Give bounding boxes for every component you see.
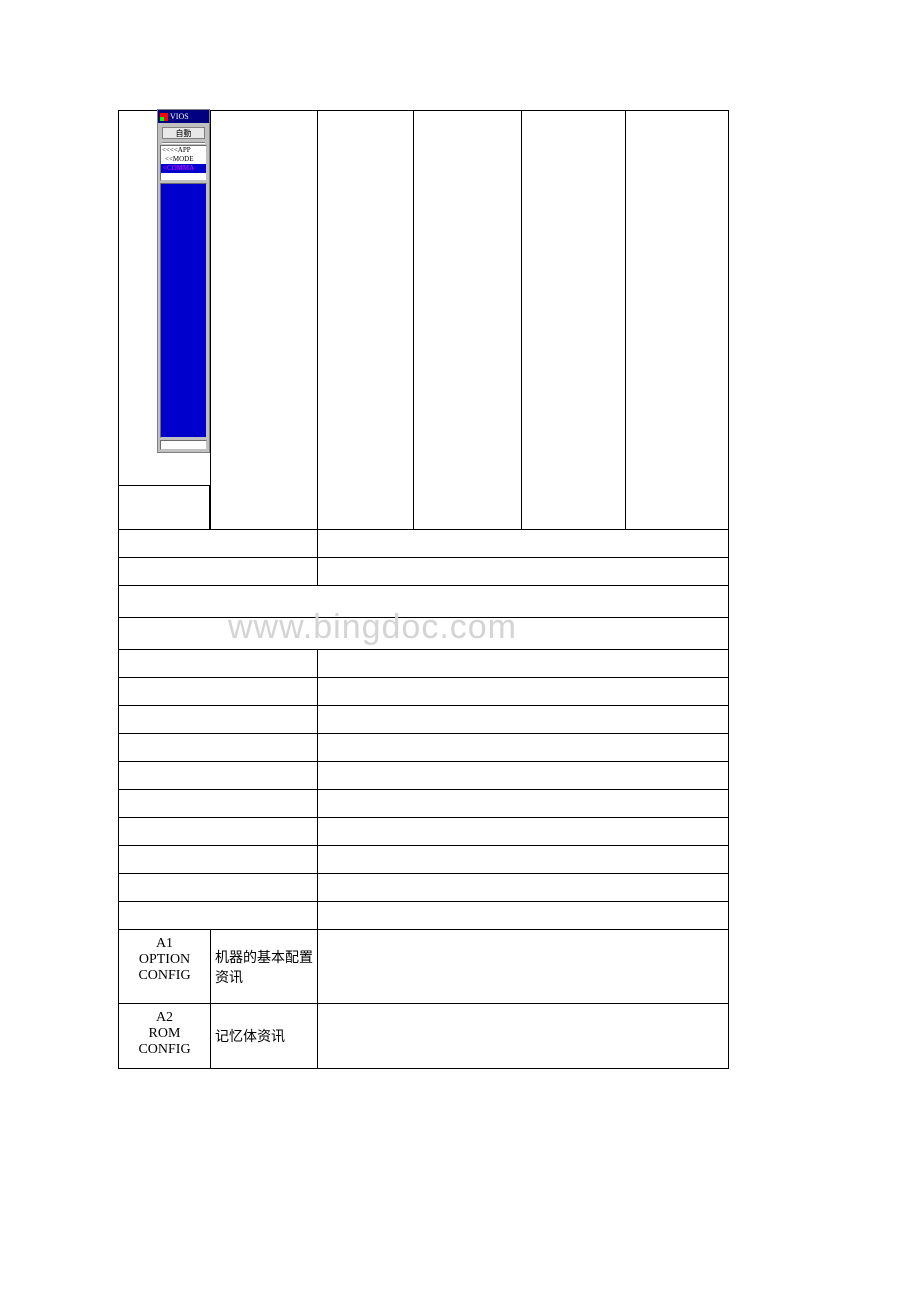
thin-row: [119, 558, 728, 586]
data-desc-cell: 机器的基本配置资讯: [211, 930, 318, 1003]
vios-line-app: <<<<APP: [161, 146, 206, 155]
thin-row-left-cell: [119, 734, 318, 761]
thin-row-right-cell: [318, 678, 728, 705]
thin-row-right-cell: [318, 706, 728, 733]
vios-line-comma: <COMMA: [161, 164, 206, 173]
thin-row-right-cell: [318, 818, 728, 845]
thin-row: [119, 874, 728, 902]
vios-window: VIOS 自動 <<<<APP <<MODE <COMMA: [157, 109, 210, 453]
top-header-row: VIOS 自動 <<<<APP <<MODE <COMMA: [118, 110, 729, 530]
thin-row-right-cell: [318, 790, 728, 817]
code-line: CONFIG: [123, 968, 206, 984]
data-code-cell: A2ROMCONFIG: [119, 1004, 211, 1068]
thin-row-left-cell: [119, 874, 318, 901]
thin-row-right-cell: [318, 650, 728, 677]
thin-row: [119, 618, 728, 650]
thin-row: [119, 762, 728, 790]
thin-row-left-cell: [119, 678, 318, 705]
thin-row: [119, 818, 728, 846]
thin-row-left-cell: [119, 706, 318, 733]
thin-row-left-cell: [119, 762, 318, 789]
thin-row-left-cell: [119, 618, 728, 649]
vios-divider: [162, 142, 205, 144]
thin-row-left-cell: [119, 558, 318, 585]
thin-row: [119, 734, 728, 762]
thin-row-left-cell: [119, 586, 728, 617]
header-cell-5: [626, 111, 728, 529]
thin-row-left-cell: [119, 846, 318, 873]
document-table: VIOS 自動 <<<<APP <<MODE <COMMA A1OPTIONCO…: [118, 110, 729, 1069]
header-cell-0: VIOS 自動 <<<<APP <<MODE <COMMA: [119, 111, 211, 529]
data-row: A1OPTIONCONFIG机器的基本配置资讯: [119, 930, 728, 1003]
thin-row-right-cell: [318, 558, 728, 585]
vios-title-text: VIOS: [170, 110, 189, 123]
code-line: A2: [123, 1010, 206, 1026]
thin-row: [119, 902, 728, 930]
thin-row-left-cell: [119, 790, 318, 817]
data-rows-section: A1OPTIONCONFIG机器的基本配置资讯A2ROMCONFIG记忆体资讯: [118, 930, 729, 1069]
thin-row-right-cell: [318, 530, 728, 557]
thin-row-left-cell: [119, 902, 318, 929]
small-empty-box: [118, 485, 210, 530]
data-row: A2ROMCONFIG记忆体资讯: [119, 1003, 728, 1068]
header-cell-1: [211, 111, 318, 529]
vios-blue-panel: [160, 183, 207, 438]
vios-icon: [160, 113, 168, 121]
data-empty-cell: [318, 1004, 728, 1068]
thin-row: [119, 586, 728, 618]
header-cell-4: [522, 111, 626, 529]
data-desc-cell: 记忆体资讯: [211, 1004, 318, 1068]
thin-row-right-cell: [318, 874, 728, 901]
code-line: A1: [123, 936, 206, 952]
data-empty-cell: [318, 930, 728, 1003]
code-line: OPTION: [123, 952, 206, 968]
thin-row: [119, 706, 728, 734]
data-code-cell: A1OPTIONCONFIG: [119, 930, 211, 1003]
thin-row-left-cell: [119, 818, 318, 845]
thin-rows-section: [118, 530, 729, 930]
header-cell-2: [318, 111, 414, 529]
thin-row: [119, 650, 728, 678]
thin-row: [119, 530, 728, 558]
code-line: CONFIG: [123, 1042, 206, 1058]
thin-row-right-cell: [318, 902, 728, 929]
thin-row-right-cell: [318, 734, 728, 761]
vios-status-bar: [160, 440, 207, 450]
thin-row-left-cell: [119, 530, 318, 557]
desc-text: 记忆体资讯: [215, 1026, 285, 1046]
thin-row-right-cell: [318, 846, 728, 873]
vios-titlebar: VIOS: [158, 110, 209, 123]
thin-row-right-cell: [318, 762, 728, 789]
thin-row-left-cell: [119, 650, 318, 677]
header-cell-3: [414, 111, 522, 529]
vios-text-area: <<<<APP <<MODE <COMMA: [160, 145, 207, 181]
vios-line-mode: <<MODE: [161, 155, 206, 164]
thin-row: [119, 678, 728, 706]
desc-text: 机器的基本配置资讯: [215, 947, 313, 987]
thin-row: [119, 846, 728, 874]
vios-auto-button[interactable]: 自動: [162, 127, 205, 139]
code-line: ROM: [123, 1026, 206, 1042]
thin-row: [119, 790, 728, 818]
